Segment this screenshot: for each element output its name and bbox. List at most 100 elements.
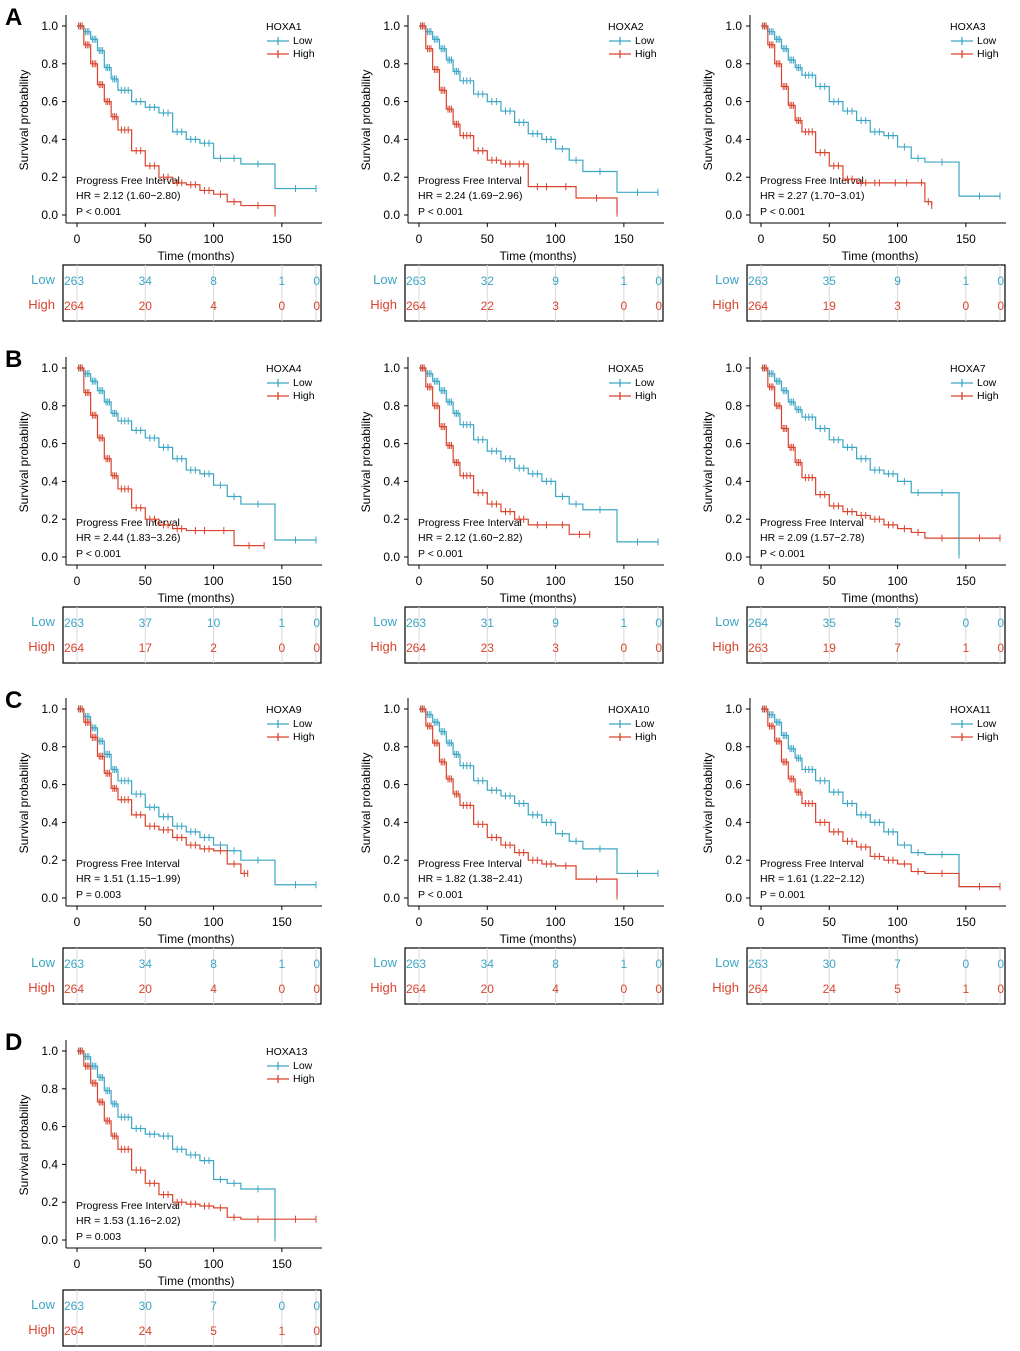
risk-low-count: 263 — [406, 274, 426, 288]
risk-low-count: 0 — [997, 616, 1004, 630]
risk-high-count: 7 — [894, 641, 901, 655]
hazard-ratio: HR = 1.51 (1.15−1.99) — [76, 873, 180, 885]
legend-low-label: Low — [293, 1060, 313, 1072]
legend-low-label: Low — [977, 718, 997, 730]
annotation-label: Progress Free Interval — [418, 175, 522, 187]
risk-low-count: 0 — [963, 957, 970, 971]
y-tick-label: 1.0 — [383, 361, 400, 375]
x-tick-label: 100 — [888, 915, 908, 929]
y-tick-label: 0.0 — [41, 550, 58, 564]
risk-low-count: 1 — [621, 616, 628, 630]
x-tick-label: 0 — [758, 915, 765, 929]
risk-low-count: 30 — [139, 1299, 153, 1313]
risk-high-count: 19 — [823, 299, 837, 313]
risk-low-label: Low — [31, 955, 55, 970]
legend-low-label: Low — [977, 377, 997, 389]
p-value: P < 0.001 — [760, 206, 805, 218]
p-value: P = 0.003 — [76, 1231, 121, 1243]
risk-low-count: 5 — [894, 616, 901, 630]
legend-high-label: High — [635, 731, 657, 743]
risk-low-count: 9 — [552, 274, 559, 288]
x-axis-label: Time (months) — [500, 249, 577, 263]
risk-table-frame — [62, 947, 322, 1005]
risk-high-count: 2 — [210, 641, 217, 655]
risk-high-count: 19 — [823, 641, 837, 655]
risk-low-count: 1 — [279, 274, 286, 288]
y-tick-label: 0.0 — [725, 891, 742, 905]
risk-table-frame — [746, 947, 1006, 1005]
y-tick-label: 0.4 — [41, 815, 58, 829]
legend-high-label: High — [977, 390, 999, 402]
risk-low-label: Low — [715, 614, 739, 629]
y-axis-label: Survival probability — [17, 753, 31, 854]
x-tick-label: 50 — [481, 915, 495, 929]
p-value: P < 0.001 — [418, 548, 463, 560]
annotation-label: Progress Free Interval — [418, 517, 522, 529]
risk-high-count: 0 — [621, 641, 628, 655]
x-axis-label: Time (months) — [842, 591, 919, 605]
risk-high-count: 20 — [139, 299, 153, 313]
y-tick-label: 1.0 — [725, 361, 742, 375]
hazard-ratio: HR = 2.12 (1.60−2.82) — [418, 532, 522, 544]
risk-low-label: Low — [31, 272, 55, 287]
risk-high-label: High — [712, 639, 739, 654]
low-survival-curve — [77, 367, 316, 541]
high-survival-curve — [77, 1050, 316, 1220]
risk-high-count: 264 — [64, 641, 84, 655]
x-tick-label: 100 — [888, 574, 908, 588]
y-tick-label: 1.0 — [725, 702, 742, 716]
risk-high-label: High — [28, 297, 55, 312]
annotation-label: Progress Free Interval — [760, 858, 864, 870]
risk-low-count: 7 — [894, 957, 901, 971]
y-tick-label: 0.2 — [41, 170, 58, 184]
risk-table-frame — [62, 1289, 322, 1347]
annotation-label: Progress Free Interval — [418, 858, 522, 870]
risk-low-count: 34 — [481, 957, 495, 971]
x-tick-label: 0 — [74, 574, 81, 588]
risk-high-count: 0 — [279, 299, 286, 313]
y-tick-label: 0.4 — [41, 1157, 58, 1171]
risk-low-count: 0 — [313, 274, 320, 288]
legend-high-label: High — [977, 48, 999, 60]
x-tick-label: 150 — [272, 915, 292, 929]
risk-low-count: 263 — [406, 957, 426, 971]
legend-low-label: Low — [293, 377, 313, 389]
panel-letter: A — [5, 4, 22, 31]
hazard-ratio: HR = 1.53 (1.16−2.02) — [76, 1215, 180, 1227]
annotation-label: Progress Free Interval — [76, 175, 180, 187]
y-tick-label: 1.0 — [41, 702, 58, 716]
risk-high-count: 5 — [210, 1324, 217, 1338]
risk-high-count: 0 — [313, 641, 320, 655]
risk-high-count: 1 — [279, 1324, 286, 1338]
x-tick-label: 0 — [758, 574, 765, 588]
risk-high-count: 1 — [963, 641, 970, 655]
risk-high-count: 0 — [621, 982, 628, 996]
x-tick-label: 50 — [823, 232, 837, 246]
risk-low-count: 35 — [823, 616, 837, 630]
risk-low-count: 10 — [207, 616, 221, 630]
p-value: P < 0.001 — [418, 889, 463, 901]
x-tick-label: 0 — [416, 574, 423, 588]
risk-high-count: 0 — [279, 982, 286, 996]
risk-high-count: 3 — [552, 641, 559, 655]
y-axis-label: Survival probability — [701, 753, 715, 854]
legend-title: HOXA7 — [950, 363, 986, 375]
risk-high-count: 0 — [963, 299, 970, 313]
annotation-label: Progress Free Interval — [76, 1200, 180, 1212]
y-tick-label: 0.4 — [725, 474, 742, 488]
risk-high-count: 264 — [406, 641, 426, 655]
y-tick-label: 0.0 — [41, 208, 58, 222]
panel-letter: D — [5, 1029, 22, 1056]
y-tick-label: 0.0 — [383, 550, 400, 564]
x-tick-label: 150 — [614, 232, 634, 246]
legend-title: HOXA4 — [266, 363, 302, 375]
y-axis-label: Survival probability — [359, 70, 373, 171]
risk-low-count: 0 — [655, 957, 662, 971]
risk-high-label: High — [370, 639, 397, 654]
x-tick-label: 100 — [546, 915, 566, 929]
risk-high-label: High — [712, 980, 739, 995]
x-tick-label: 0 — [758, 232, 765, 246]
